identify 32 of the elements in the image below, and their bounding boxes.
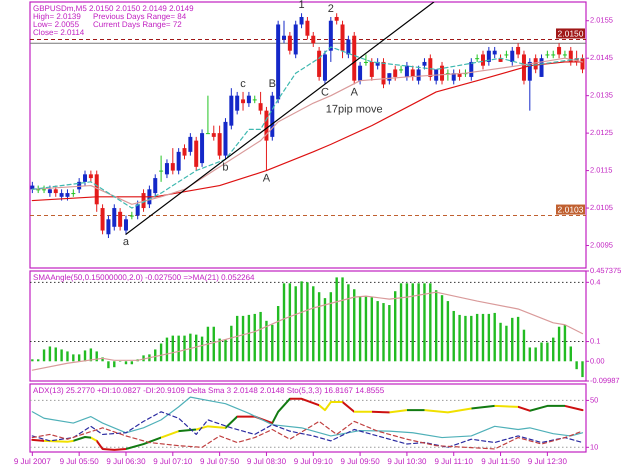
annotation: Close= 2.0114 [33,28,85,37]
annotation: Low= 2.0055 [33,20,80,29]
annotation: c [240,78,246,90]
annotation: 1 [298,0,305,12]
x-tick-label: 9 Jul 09:50 [340,457,380,466]
x-tick-label: 9 Jul 05:50 [60,457,100,466]
annotation: A [350,86,359,98]
x-tick-label: 9 Jul 07:10 [153,457,193,466]
annotation: High= 2.0139 [33,12,82,21]
x-tick-label: 9 Jul 09:10 [294,457,334,466]
chart-title: GBPUSDm,M5 2.0150 2.0150 2.0149 2.0149 [33,4,194,13]
ref-line-label: 2.0103 [558,204,584,215]
annotation: B [268,78,276,90]
x-tick-label: 9 Jul 11:10 [434,457,474,466]
annotation: Previous Days Range= 84 [93,12,187,21]
x-tick-label: 9 Jul 08:30 [246,457,287,466]
ref-line-label: 2.0150 [558,28,584,38]
annotation: C [320,86,329,98]
annotation: a [122,236,130,248]
x-tick-label: 9 Jul 12:30 [528,457,568,466]
x-tick-label: 9 Jul 10:30 [387,457,428,466]
x-tick-label: 9 Jul 07:50 [200,457,240,466]
chart-title: SMAAngle(50,0.15000000,2.0) -0.027500 =>MA(21) 0.052264 [33,273,256,282]
annotation: 17pip move [326,103,383,116]
chart-title: ADX(13) 25.2770 +DI:10.0827 -DI:20.9109 Delta Sma 3 2.0148 2.0148 Sto(5,3,3) 16.8167 14.8555 [33,386,385,395]
x-tick-label: 9 Jul 11:50 [481,457,520,466]
x-tick-label: 9 Jul 06:30 [106,457,146,466]
annotation: 2 [328,2,334,15]
annotation: b [222,161,229,174]
annotation: A [262,172,271,184]
annotation: Current Days Range= 72 [93,20,182,29]
x-tick-label: 9 Jul 2007 [14,457,52,466]
